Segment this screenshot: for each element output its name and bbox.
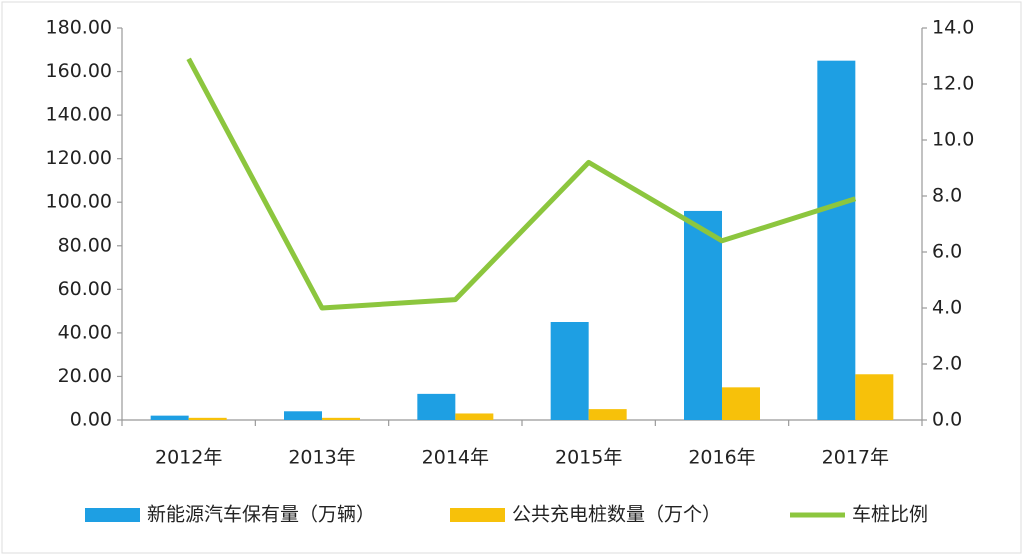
bar bbox=[417, 393, 456, 420]
y2-tick-label: 6.0 bbox=[932, 241, 962, 263]
y-tick-label: 20.00 bbox=[58, 365, 112, 387]
y-tick-label: 160.00 bbox=[46, 60, 112, 82]
legend-swatch bbox=[450, 508, 505, 522]
y2-tick-label: 4.0 bbox=[932, 297, 962, 319]
y2-tick-label: 10.0 bbox=[932, 129, 974, 151]
legend-swatch bbox=[85, 508, 140, 522]
y-tick-label: 180.00 bbox=[46, 17, 112, 39]
bar bbox=[455, 413, 494, 420]
y2-tick-label: 8.0 bbox=[932, 185, 962, 207]
y2-tick-label: 12.0 bbox=[932, 73, 974, 95]
bar bbox=[817, 60, 856, 421]
y-tick-label: 140.00 bbox=[46, 104, 112, 126]
bar bbox=[550, 322, 589, 420]
bar bbox=[855, 374, 894, 420]
y2-tick-label: 2.0 bbox=[932, 353, 962, 375]
legend-label: 车桩比例 bbox=[852, 504, 928, 526]
x-tick-label: 2013年 bbox=[288, 447, 355, 469]
y-tick-label: 60.00 bbox=[58, 278, 112, 300]
y-tick-label: 80.00 bbox=[58, 234, 112, 256]
x-tick-label: 2016年 bbox=[688, 447, 755, 469]
bar bbox=[684, 210, 722, 420]
line bbox=[186, 57, 857, 311]
y-tick-label: 0.00 bbox=[70, 409, 112, 431]
x-tick-label: 2014年 bbox=[422, 447, 489, 469]
bar bbox=[150, 415, 189, 420]
x-tick-label: 2017年 bbox=[822, 447, 889, 469]
legend-label: 公共充电桩数量（万个） bbox=[512, 504, 721, 526]
y-tick-label: 100.00 bbox=[46, 191, 112, 213]
x-tick-label: 2015年 bbox=[555, 447, 622, 469]
y2-tick-label: 14.0 bbox=[932, 17, 974, 39]
y2-tick-label: 0.0 bbox=[932, 409, 962, 431]
bar bbox=[722, 387, 760, 420]
legend-label: 新能源汽车保有量（万辆） bbox=[147, 504, 375, 526]
bar bbox=[588, 409, 627, 420]
x-tick-label: 2012年 bbox=[155, 447, 222, 469]
bar bbox=[322, 417, 360, 420]
y-tick-label: 40.00 bbox=[58, 321, 112, 343]
bar bbox=[188, 417, 227, 420]
y-tick-label: 120.00 bbox=[46, 147, 112, 169]
bar bbox=[284, 411, 322, 420]
